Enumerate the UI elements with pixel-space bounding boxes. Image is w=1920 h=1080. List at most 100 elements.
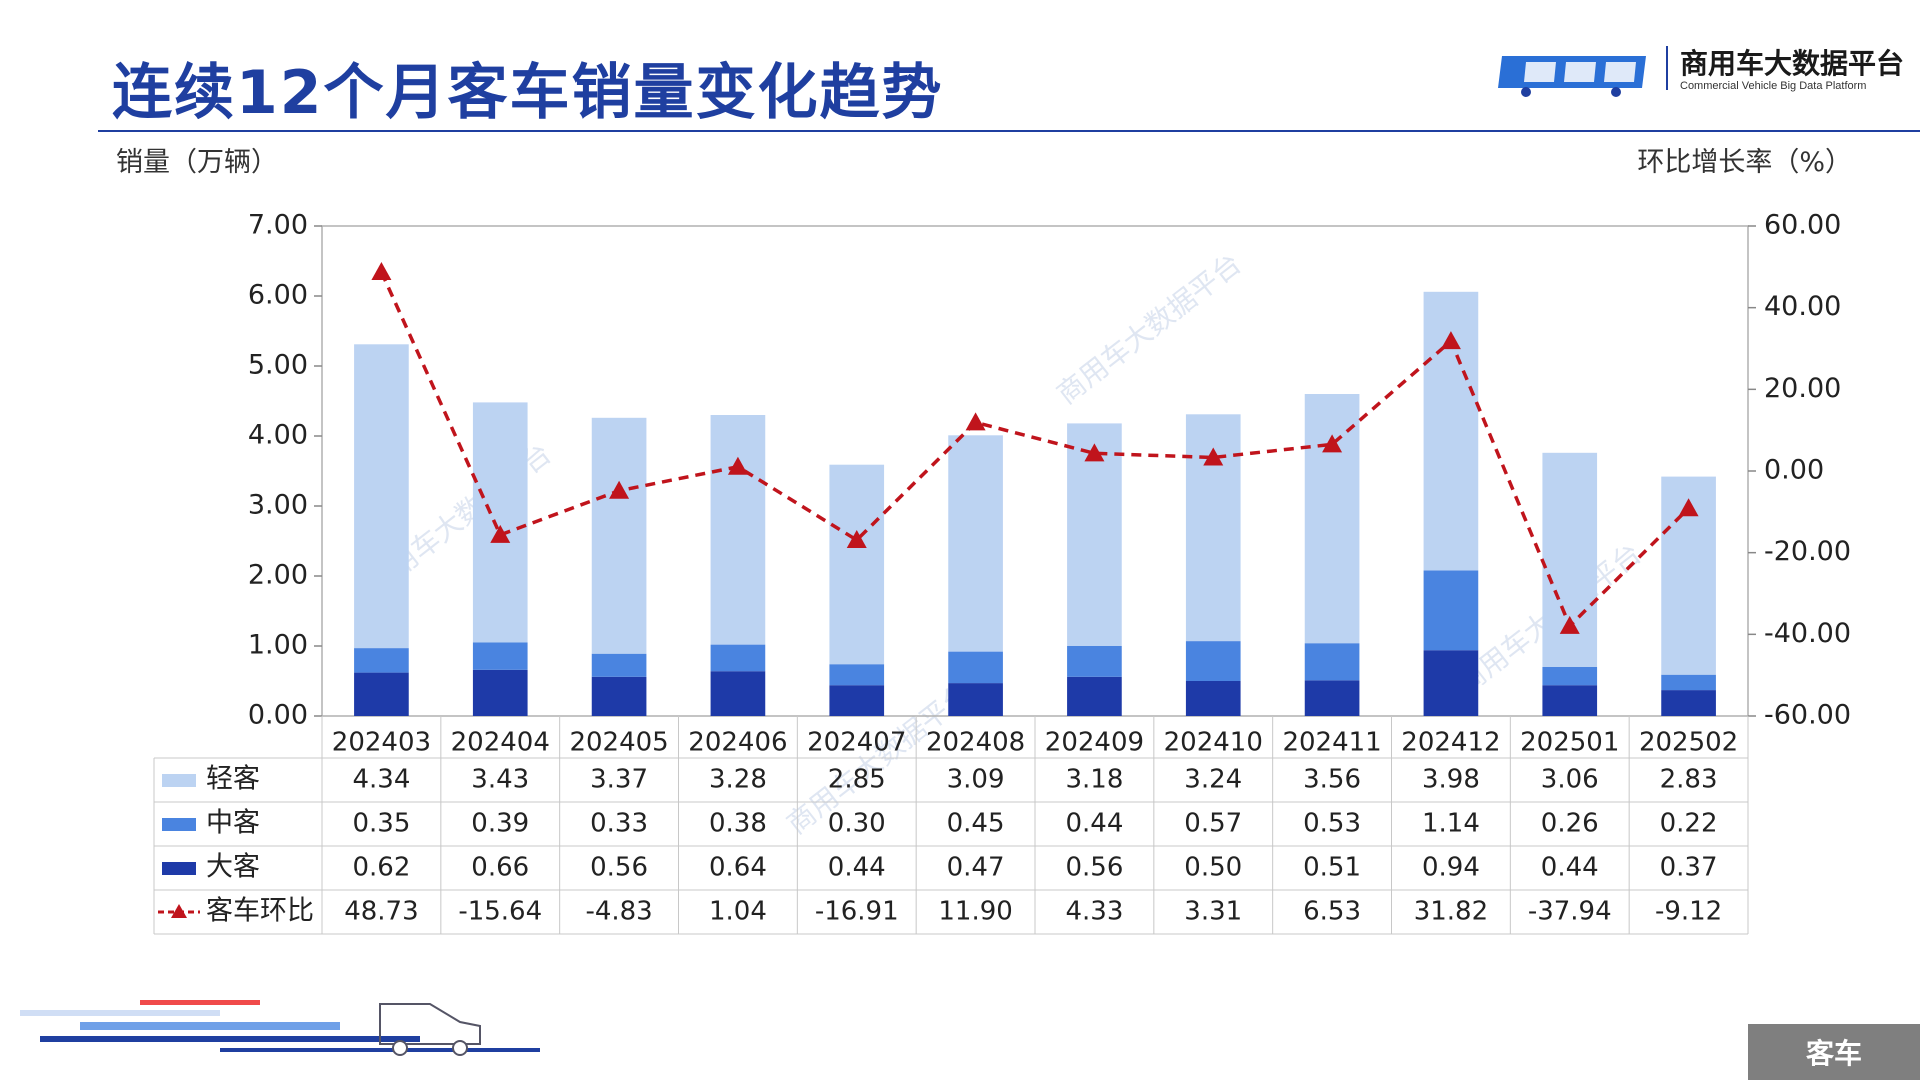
title-divider (98, 130, 1920, 132)
right-tick-label: 0.00 (1764, 455, 1824, 486)
cell-轻客-202502: 2.83 (1660, 765, 1718, 795)
cell-中客-202502: 0.22 (1660, 809, 1718, 839)
cell-客车环比-202405: -4.83 (585, 897, 652, 927)
cell-中客-202412: 1.14 (1422, 809, 1480, 839)
left-tick-label: 7.00 (248, 210, 308, 241)
cell-中客-202410: 0.57 (1184, 809, 1242, 839)
cell-客车环比-202501: -37.94 (1528, 897, 1612, 927)
mom-growth-line (379, 271, 1690, 629)
cell-客车环比-202411: 6.53 (1303, 897, 1361, 927)
cell-大客-202412: 0.94 (1422, 853, 1480, 883)
category-label-202404: 202404 (451, 728, 550, 758)
left-axis-ticks: 0.00 1.00 2.00 3.00 4.00 5.00 6.00 7.00 (248, 210, 322, 731)
bar-大客-202404 (472, 669, 528, 716)
right-tick-label: 40.00 (1764, 291, 1841, 322)
bar-轻客-202403 (354, 344, 409, 649)
right-axis-ticks: -60.00 -40.00 -20.00 0.00 20.00 40.00 60.00 (1748, 210, 1851, 731)
cell-中客-202405: 0.33 (590, 809, 648, 839)
left-axis-title: 销量（万辆） (116, 147, 278, 178)
mom-point-202410 (1203, 447, 1224, 466)
bar-轻客-202407 (829, 464, 885, 665)
bar-大客-202501 (1542, 685, 1598, 716)
truck-decoration (20, 1000, 540, 1056)
category-badge: 客车 (1748, 1024, 1920, 1080)
cell-大客-202502: 0.37 (1660, 853, 1718, 883)
cell-轻客-202411: 3.56 (1303, 765, 1361, 795)
cell-轻客-202408: 3.09 (947, 765, 1005, 795)
mom-point-202407 (846, 530, 867, 549)
logo-separator (1666, 46, 1668, 90)
cvbd-logo-icon (1498, 56, 1646, 97)
bar-中客-202412 (1423, 570, 1479, 651)
right-axis-title: 环比增长率（%） (1637, 147, 1852, 178)
cell-轻客-202403: 4.34 (352, 765, 410, 795)
bar-中客-202406 (710, 644, 766, 672)
left-tick-label: 2.00 (248, 560, 308, 591)
line-layer (371, 262, 1699, 634)
left-tick-label: 1.00 (248, 630, 308, 661)
right-tick-label: -20.00 (1764, 536, 1851, 567)
cell-大客-202411: 0.51 (1303, 853, 1361, 883)
bar-大客-202407 (829, 685, 885, 716)
logo-subtitle: Commercial Vehicle Big Data Platform (1680, 80, 1867, 92)
mom-point-202405 (609, 480, 630, 499)
cell-轻客-202409: 3.18 (1065, 765, 1123, 795)
mom-point-202412 (1440, 331, 1461, 350)
bar-大客-202406 (710, 671, 766, 716)
mom-point-202408 (965, 412, 986, 431)
cell-大客-202405: 0.56 (590, 853, 648, 883)
cell-大客-202410: 0.50 (1184, 853, 1242, 883)
mom-point-202502 (1678, 498, 1699, 517)
cell-中客-202411: 0.53 (1303, 809, 1361, 839)
legend-label-大客: 大客 (206, 852, 260, 883)
bar-中客-202405 (591, 653, 647, 677)
category-label-202408: 202408 (926, 728, 1025, 758)
cell-轻客-202501: 3.06 (1541, 765, 1599, 795)
bar-中客-202407 (829, 664, 885, 686)
cell-客车环比-202412: 31.82 (1414, 897, 1488, 927)
cell-大客-202403: 0.62 (352, 853, 410, 883)
legend-key-大客 (162, 862, 196, 875)
cell-轻客-202405: 3.37 (590, 765, 648, 795)
cell-中客-202501: 0.26 (1541, 809, 1599, 839)
cell-中客-202404: 0.39 (471, 809, 529, 839)
bar-大客-202408 (948, 683, 1003, 716)
cell-轻客-202404: 3.43 (471, 765, 529, 795)
right-tick-label: -40.00 (1764, 618, 1851, 649)
cell-客车环比-202409: 4.33 (1065, 897, 1123, 927)
cell-客车环比-202403: 48.73 (344, 897, 418, 927)
bar-大客-202412 (1423, 650, 1479, 716)
left-tick-label: 5.00 (248, 350, 308, 381)
bar-中客-202404 (472, 642, 528, 670)
cell-轻客-202406: 3.28 (709, 765, 767, 795)
left-tick-label: 3.00 (248, 490, 308, 521)
left-tick-label: 6.00 (248, 280, 308, 311)
cell-大客-202406: 0.64 (709, 853, 767, 883)
bar-中客-202403 (354, 648, 409, 673)
page-title: 连续12个月客车销量变化趋势 (112, 58, 944, 128)
mom-point-202404 (490, 524, 511, 543)
cell-中客-202407: 0.30 (828, 809, 886, 839)
right-tick-label: 20.00 (1764, 373, 1841, 404)
left-tick-label: 0.00 (248, 700, 308, 731)
cell-大客-202404: 0.66 (471, 853, 529, 883)
cell-大客-202408: 0.47 (947, 853, 1005, 883)
cell-大客-202407: 0.44 (828, 853, 886, 883)
bar-中客-202502 (1661, 674, 1716, 691)
cell-大客-202409: 0.56 (1065, 853, 1123, 883)
cell-客车环比-202410: 3.31 (1184, 897, 1242, 927)
logo-title: 商用车大数据平台 (1680, 47, 1905, 80)
bar-中客-202411 (1304, 643, 1360, 681)
sales-chart: 商用车大数据平台商用车大数据平台商用车大数据平台商用车大数据平台 0.001.0… (153, 210, 1851, 935)
bar-大客-202410 (1185, 681, 1241, 716)
bar-轻客-202501 (1542, 452, 1598, 667)
cell-大客-202501: 0.44 (1541, 853, 1599, 883)
mom-point-202409 (1084, 443, 1105, 462)
bar-大客-202411 (1304, 680, 1360, 716)
cell-客车环比-202406: 1.04 (709, 897, 767, 927)
category-label-202501: 202501 (1520, 728, 1619, 758)
legend-key-marker (171, 904, 187, 918)
legend-key-中客 (162, 818, 196, 831)
platform-logo: 商用车大数据平台 Commercial Vehicle Big Data Pla… (1496, 42, 1920, 102)
mom-point-202501 (1559, 615, 1580, 634)
